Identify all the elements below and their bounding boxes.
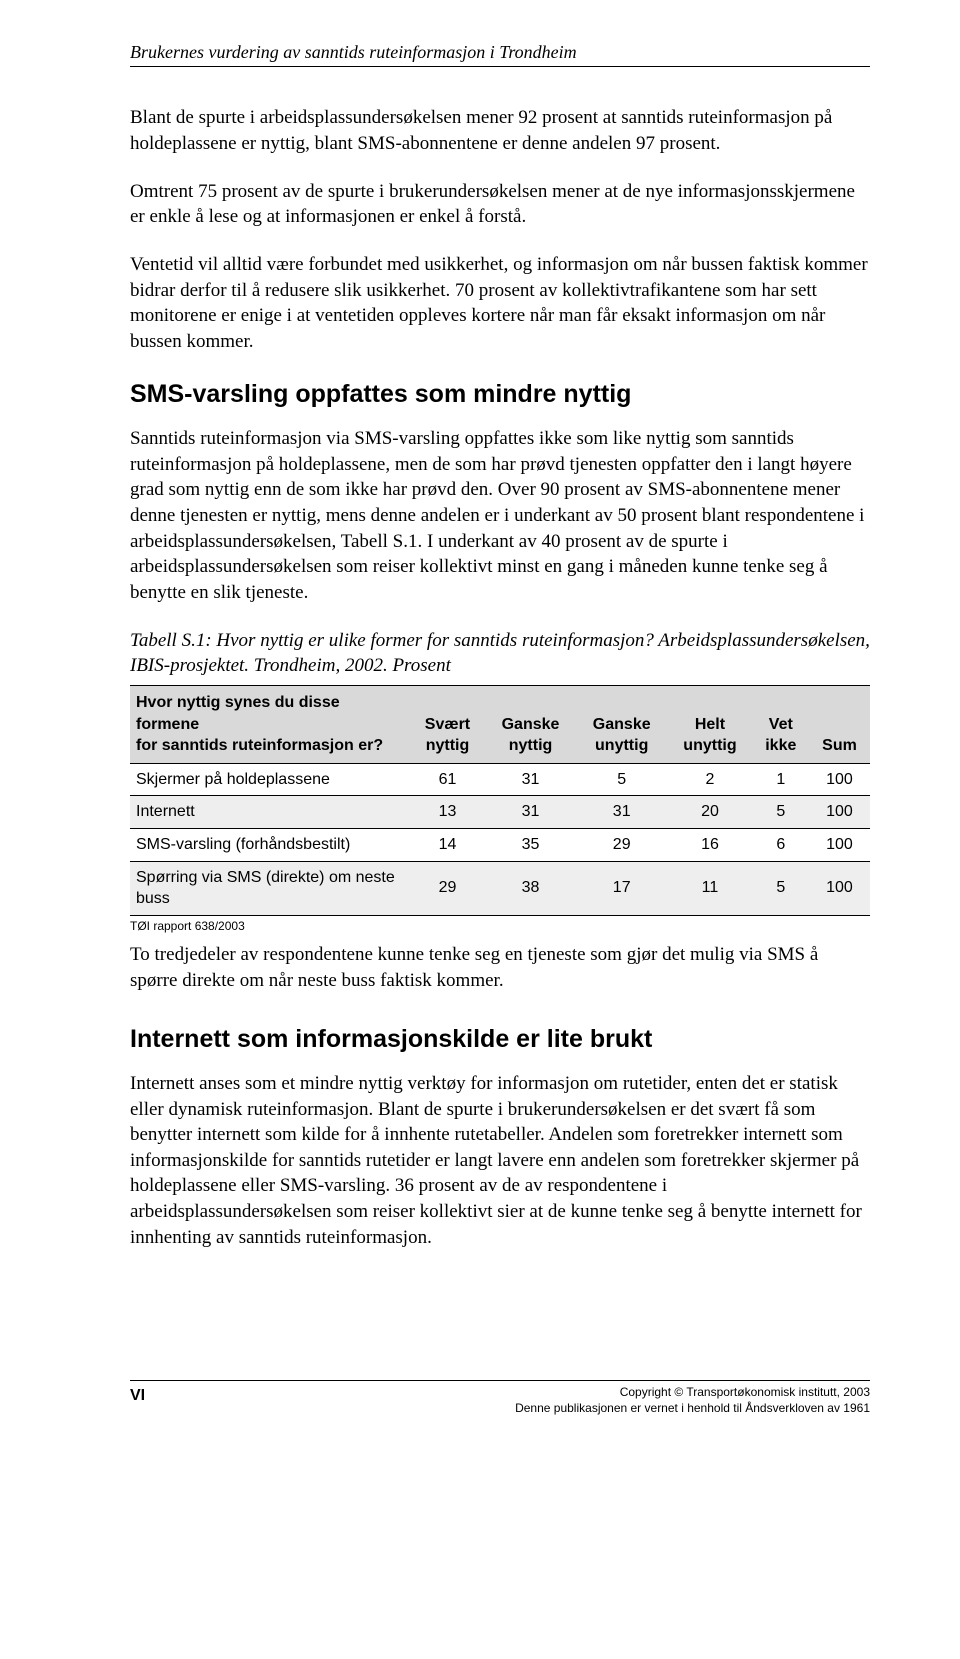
cell: 14 [410,828,485,861]
paragraph-2: Omtrent 75 prosent av de spurte i bruker… [130,179,870,230]
cell: 11 [667,861,752,915]
table-col-5: Sum [809,685,870,763]
col4-l2: ikke [759,735,803,757]
table-col-0: Svært nyttig [410,685,485,763]
table-row: Skjermer på holdeplassene 61 31 5 2 1 10… [130,763,870,796]
table-caption: Tabell S.1: Hvor nyttig er ulike former … [130,628,870,679]
footer-copyright: Copyright © Transportøkonomisk institutt… [515,1385,870,1416]
row-label: SMS-varsling (forhåndsbestilt) [130,828,410,861]
col1-l2: nyttig [491,735,570,757]
table-col-3: Helt unyttig [667,685,752,763]
paragraph-5: To tredjedeler av respondentene kunne te… [130,942,870,993]
copyright-line1: Copyright © Transportøkonomisk institutt… [515,1385,870,1401]
col4-l1: Vet [759,714,803,736]
cell: 13 [410,796,485,829]
data-table: Hvor nyttig synes du disse formene for s… [130,685,870,916]
paragraph-3: Ventetid vil alltid være forbundet med u… [130,252,870,355]
col5-l2: Sum [815,735,864,757]
paragraph-6: Internett anses som et mindre nyttig ver… [130,1071,870,1250]
paragraph-1: Blant de spurte i arbeidsplassundersøkel… [130,105,870,156]
cell: 6 [753,828,809,861]
cell: 31 [576,796,667,829]
page-footer: VI Copyright © Transportøkonomisk instit… [130,1380,870,1416]
table-source: TØI rapport 638/2003 [130,918,870,934]
col2-l1: Ganske [582,714,661,736]
cell: 5 [753,796,809,829]
col0-l1: Svært [416,714,479,736]
col2-l2: unyttig [582,735,661,757]
cell: 20 [667,796,752,829]
cell: 2 [667,763,752,796]
cell: 31 [485,796,576,829]
heading-internet: Internett som informasjonskilde er lite … [130,1023,870,1057]
col1-l1: Ganske [491,714,570,736]
cell: 1 [753,763,809,796]
table-header-row: Hvor nyttig synes du disse formene for s… [130,685,870,763]
row-label: Skjermer på holdeplassene [130,763,410,796]
cell: 16 [667,828,752,861]
header-question-l2: for sanntids ruteinformasjon er? [136,735,404,757]
header-question-l1: Hvor nyttig synes du disse formene [136,692,404,735]
paragraph-4: Sanntids ruteinformasjon via SMS-varslin… [130,426,870,605]
running-header: Brukernes vurdering av sanntids ruteinfo… [130,40,870,64]
cell: 38 [485,861,576,915]
cell: 100 [809,861,870,915]
cell: 100 [809,796,870,829]
cell: 5 [576,763,667,796]
row-label: Internett [130,796,410,829]
table-row: Internett 13 31 31 20 5 100 [130,796,870,829]
row-label: Spørring via SMS (direkte) om neste buss [130,861,410,915]
copyright-line2: Denne publikasjonen er vernet i henhold … [515,1401,870,1417]
cell: 31 [485,763,576,796]
table-header-question: Hvor nyttig synes du disse formene for s… [130,685,410,763]
cell: 35 [485,828,576,861]
table-col-1: Ganske nyttig [485,685,576,763]
table-row: SMS-varsling (forhåndsbestilt) 14 35 29 … [130,828,870,861]
cell: 5 [753,861,809,915]
cell: 100 [809,828,870,861]
cell: 29 [410,861,485,915]
col3-l1: Helt [673,714,746,736]
footer-rule [130,1380,870,1381]
heading-sms: SMS-varsling oppfattes som mindre nyttig [130,378,870,412]
col3-l2: unyttig [673,735,746,757]
cell: 29 [576,828,667,861]
table-row: Spørring via SMS (direkte) om neste buss… [130,861,870,915]
cell: 100 [809,763,870,796]
cell: 61 [410,763,485,796]
cell: 17 [576,861,667,915]
col0-l2: nyttig [416,735,479,757]
header-rule [130,66,870,67]
table-body: Skjermer på holdeplassene 61 31 5 2 1 10… [130,763,870,915]
table-col-2: Ganske unyttig [576,685,667,763]
table-col-4: Vet ikke [753,685,809,763]
page-number: VI [130,1385,145,1407]
